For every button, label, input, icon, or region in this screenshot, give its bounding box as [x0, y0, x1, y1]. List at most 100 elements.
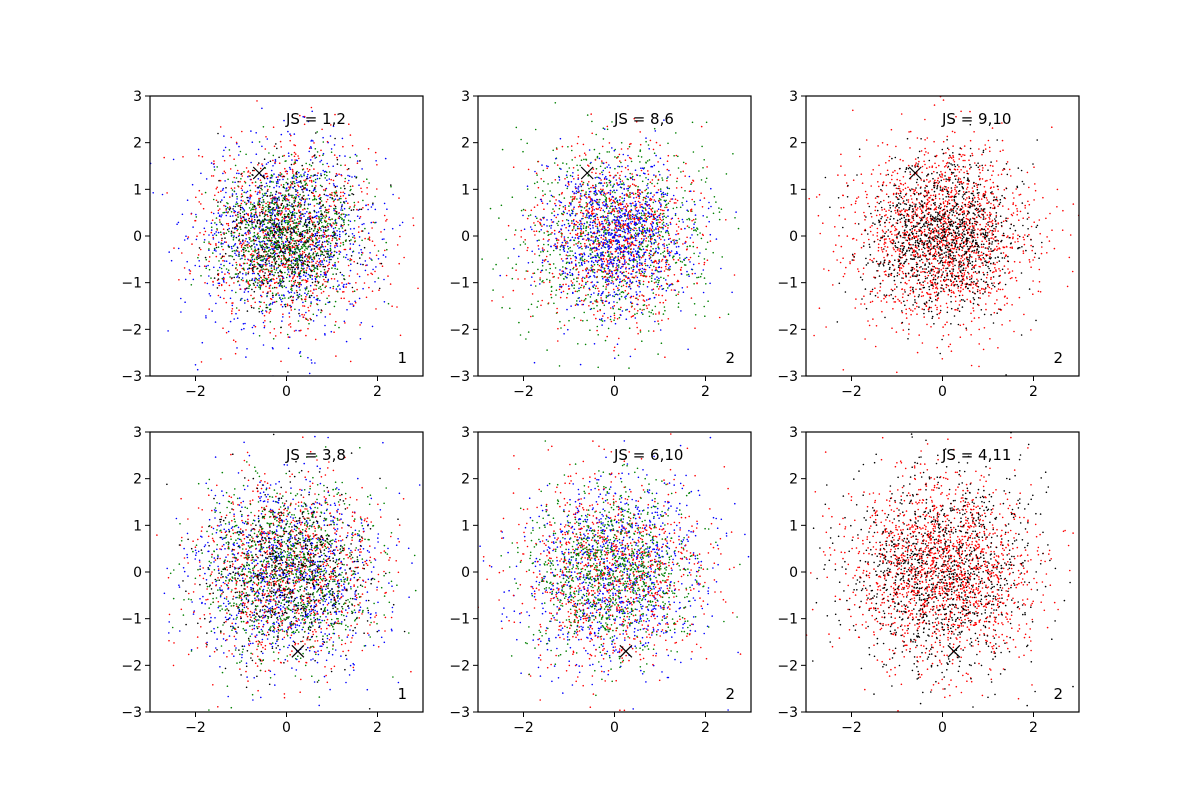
data-point — [603, 138, 605, 140]
data-point — [267, 219, 269, 221]
data-point — [673, 255, 675, 257]
data-point — [162, 194, 164, 196]
data-point — [611, 321, 613, 323]
data-point — [296, 299, 298, 301]
data-point — [274, 146, 276, 148]
data-point — [319, 155, 321, 157]
data-point — [676, 207, 678, 209]
data-point — [312, 259, 314, 261]
data-point — [721, 208, 723, 210]
data-point — [261, 267, 263, 269]
data-point — [606, 151, 608, 153]
data-point — [320, 206, 322, 208]
data-point — [659, 145, 661, 147]
data-point — [235, 273, 237, 275]
data-point — [245, 238, 247, 240]
data-point — [601, 276, 603, 278]
data-point — [591, 172, 593, 174]
series-2 — [163, 100, 418, 363]
data-point — [253, 221, 255, 223]
data-point — [330, 243, 332, 245]
data-point — [298, 221, 300, 223]
data-point — [528, 331, 530, 333]
data-point — [344, 193, 346, 195]
data-point — [323, 226, 325, 228]
data-point — [276, 218, 278, 220]
data-point — [273, 228, 275, 230]
data-point — [285, 244, 287, 246]
data-point — [272, 302, 274, 304]
data-point — [285, 188, 287, 190]
data-point — [328, 218, 330, 220]
data-point — [631, 267, 633, 269]
data-point — [323, 232, 325, 234]
data-point — [364, 238, 366, 240]
data-point — [205, 231, 207, 233]
data-point — [267, 178, 269, 180]
data-point — [336, 239, 338, 241]
data-point — [571, 159, 573, 161]
data-point — [297, 155, 299, 157]
data-point — [296, 173, 298, 175]
data-point — [270, 198, 272, 200]
data-point — [549, 254, 551, 256]
data-point — [321, 245, 323, 247]
data-point — [609, 228, 611, 230]
data-point — [302, 238, 304, 240]
data-point — [348, 220, 350, 222]
data-point — [223, 135, 225, 137]
data-point — [253, 205, 255, 207]
data-point — [313, 289, 315, 291]
data-point — [322, 241, 324, 243]
x-tick-label: −2 — [185, 384, 206, 400]
data-point — [590, 248, 592, 250]
data-point — [576, 198, 578, 200]
data-point — [582, 190, 584, 192]
data-point — [265, 173, 267, 175]
data-point — [295, 205, 297, 207]
data-point — [583, 182, 585, 184]
data-point — [270, 233, 272, 235]
data-point — [335, 301, 337, 303]
data-point — [328, 238, 330, 240]
data-point — [329, 313, 331, 315]
data-point — [277, 292, 279, 294]
data-point — [649, 253, 651, 255]
data-point — [233, 239, 235, 241]
data-point — [273, 250, 275, 252]
data-point — [636, 327, 638, 329]
data-point — [555, 267, 557, 269]
data-point — [353, 261, 355, 263]
data-point — [333, 208, 335, 210]
data-point — [324, 250, 326, 252]
data-point — [360, 188, 362, 190]
data-point — [307, 246, 309, 248]
data-point — [597, 240, 599, 242]
data-point — [215, 303, 217, 305]
data-point — [667, 225, 669, 227]
data-point — [237, 229, 239, 231]
data-point — [231, 313, 233, 315]
data-point — [374, 245, 376, 247]
data-point — [294, 265, 296, 267]
data-point — [286, 216, 288, 218]
data-point — [264, 320, 266, 322]
data-point — [367, 209, 369, 211]
data-point — [309, 268, 311, 270]
data-point — [660, 213, 662, 215]
data-point — [240, 222, 242, 224]
data-point — [297, 218, 299, 220]
data-point — [204, 282, 206, 284]
data-point — [360, 216, 362, 218]
data-point — [696, 277, 698, 279]
data-point — [653, 313, 655, 315]
data-point — [515, 229, 517, 231]
data-point — [285, 228, 287, 230]
data-point — [638, 280, 640, 282]
data-point — [375, 266, 377, 268]
data-point — [310, 277, 312, 279]
data-point — [276, 261, 278, 263]
data-point — [254, 214, 256, 216]
data-point — [255, 185, 257, 187]
data-point — [575, 243, 577, 245]
